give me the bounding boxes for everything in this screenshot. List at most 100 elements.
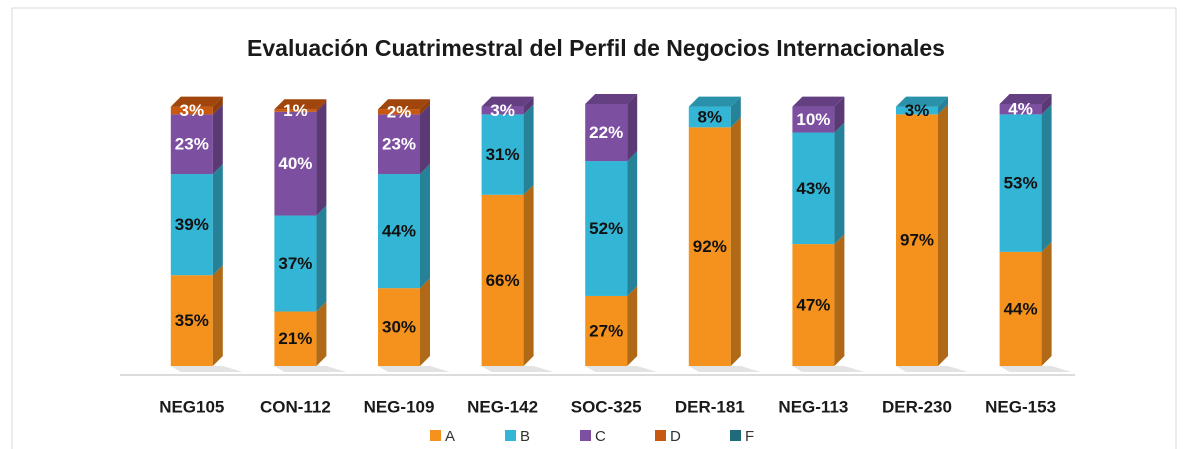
bar-segment <box>274 111 317 216</box>
bar-side <box>420 99 430 115</box>
value-label: 66% <box>486 271 520 290</box>
legend-label: B <box>520 428 530 445</box>
bar-segment <box>585 104 628 162</box>
bar-shadow <box>688 366 761 372</box>
bar-side <box>938 104 948 367</box>
bar-top <box>378 99 430 110</box>
bar-top <box>585 94 638 104</box>
bar-segment <box>274 109 317 112</box>
value-label: 4% <box>1008 100 1033 119</box>
bar-segment <box>688 106 731 128</box>
bar-side <box>627 151 638 296</box>
value-label: 30% <box>382 318 416 337</box>
value-label: 27% <box>589 321 623 340</box>
chart-title: Evaluación Cuatrimestral del Perfil de N… <box>247 35 945 61</box>
bar-shadow <box>481 366 554 372</box>
bar-side <box>316 301 327 366</box>
x-tick-label: DER-181 <box>675 397 745 416</box>
bar-side <box>212 265 223 366</box>
value-label: 22% <box>589 123 623 142</box>
bar-side <box>523 96 534 115</box>
bar-side <box>316 99 327 112</box>
legend-label: A <box>445 428 455 445</box>
bar-top <box>481 96 534 107</box>
value-label: 52% <box>589 219 623 238</box>
bar-segment <box>481 106 524 115</box>
bar-side <box>316 205 327 312</box>
value-label: 23% <box>175 135 209 154</box>
value-label: 47% <box>796 296 830 315</box>
bar-side <box>834 122 845 245</box>
bar-segment <box>792 132 835 245</box>
bar-top <box>792 96 845 107</box>
bar-side <box>730 96 741 128</box>
bar-segment <box>688 127 731 367</box>
value-label: 21% <box>278 329 312 348</box>
bar-shadow <box>274 366 347 372</box>
value-label: 10% <box>796 110 830 129</box>
legend-swatch <box>430 430 441 441</box>
bar-segment <box>585 295 628 366</box>
bar-side <box>1041 104 1052 252</box>
bar-side <box>316 101 327 216</box>
legend-swatch <box>505 430 516 441</box>
value-label: 3% <box>905 101 930 120</box>
bar-segment <box>170 106 213 115</box>
bar-segment <box>378 288 420 366</box>
bar-side <box>420 278 430 366</box>
x-tick-label: NEG-142 <box>467 397 538 416</box>
bar-shadow <box>585 366 658 372</box>
bar-segment <box>896 106 938 115</box>
value-label: 92% <box>693 237 727 256</box>
bar-shadow <box>999 366 1072 372</box>
bar-segment <box>274 311 317 366</box>
legend-swatch <box>580 430 591 441</box>
bar-top <box>170 96 223 107</box>
bar-side <box>1041 94 1052 115</box>
x-tick-label: SOC-325 <box>571 397 642 416</box>
value-label: 3% <box>490 101 515 120</box>
bar-segment <box>792 244 835 366</box>
value-label: 53% <box>1004 174 1038 193</box>
value-label: 31% <box>486 145 520 164</box>
bar-segment <box>481 114 524 195</box>
bar-shadow <box>792 366 865 372</box>
bar-segment <box>170 174 213 276</box>
bar-side <box>523 184 534 366</box>
value-label: 43% <box>796 179 830 198</box>
bar-side <box>420 104 430 175</box>
bar-segment <box>170 275 213 366</box>
bar-shadow <box>896 366 968 372</box>
bar-side <box>1041 241 1052 366</box>
bar-side <box>730 117 741 367</box>
legend-label: C <box>595 428 606 445</box>
value-label: 8% <box>698 107 723 126</box>
bar-segment <box>378 109 420 115</box>
bar-segment <box>170 114 213 175</box>
legend-label: D <box>670 428 681 445</box>
value-label: 44% <box>1004 299 1038 318</box>
bar-side <box>627 94 638 162</box>
bar-segment <box>274 215 317 312</box>
bar-segment <box>999 251 1042 366</box>
x-tick-label: CON-112 <box>260 397 331 416</box>
bar-segment <box>792 106 835 133</box>
value-label: 39% <box>175 215 209 234</box>
value-label: 23% <box>382 135 416 154</box>
bar-segment <box>481 194 524 366</box>
bar-side <box>212 164 223 276</box>
value-label: 40% <box>278 154 312 173</box>
value-label: 35% <box>175 311 209 330</box>
x-tick-label: NEG-113 <box>778 397 848 416</box>
bar-side <box>834 96 845 133</box>
legend-label: F <box>745 428 754 445</box>
bar-shadow <box>170 366 243 372</box>
value-label: 3% <box>180 101 205 120</box>
bar-side <box>212 104 223 175</box>
bar-top <box>274 99 327 110</box>
bar-segment <box>999 104 1042 115</box>
x-tick-label: NEG-109 <box>364 397 435 416</box>
legend-swatch <box>730 430 741 441</box>
value-label: 37% <box>278 254 312 273</box>
